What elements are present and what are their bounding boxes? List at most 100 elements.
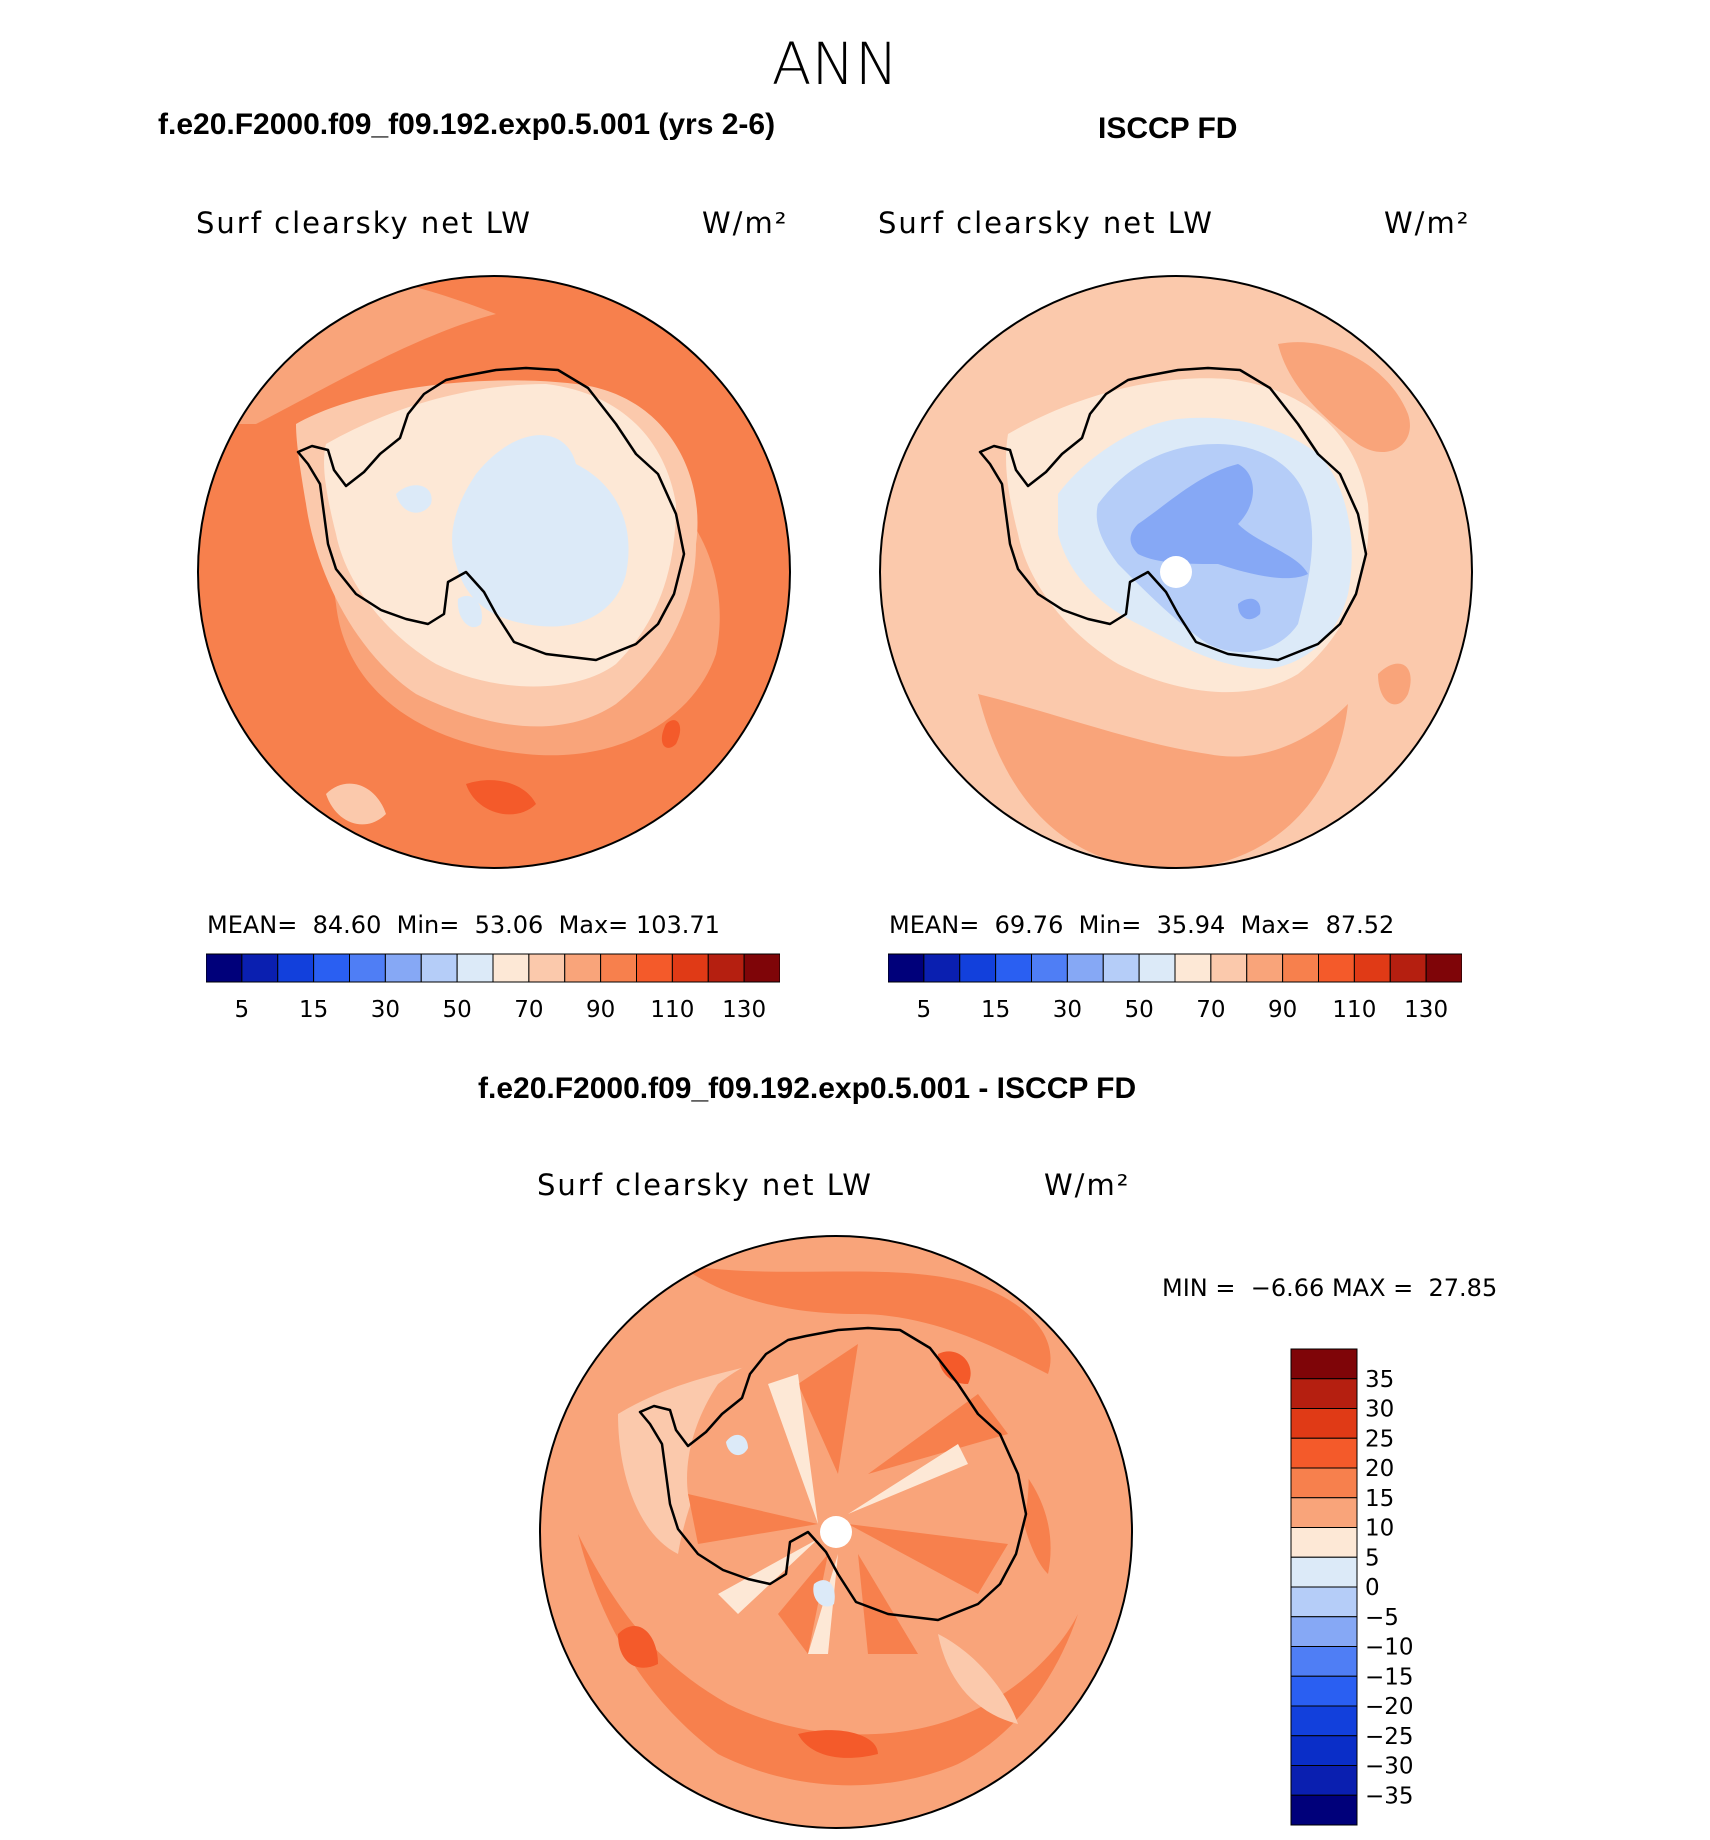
map-model xyxy=(197,275,791,869)
panel1-colorbar-swatch xyxy=(636,953,673,983)
panel3-min-value: −6.66 xyxy=(1250,1274,1325,1302)
panel1-colorbar-tick-label: 90 xyxy=(586,997,615,1023)
panel1-max-value: 103.71 xyxy=(635,911,720,939)
panel3-colorbar-tick-label: 20 xyxy=(1365,1456,1394,1482)
panel3-max-label: MAX = xyxy=(1331,1274,1414,1302)
panel2-min-label: Min= xyxy=(1078,911,1142,939)
panel2-colorbar-tick-label: 90 xyxy=(1268,997,1297,1023)
panel1-colorbar-swatch xyxy=(743,953,781,983)
panel3-colorbar-swatch xyxy=(1290,1437,1358,1469)
panel3-colorbar-swatch xyxy=(1290,1586,1358,1618)
panel3-colorbar-tick-label: 0 xyxy=(1365,1575,1380,1601)
panel3-colorbar-swatch xyxy=(1290,1378,1358,1409)
panel1-colorbar-tick-label: 5 xyxy=(235,997,250,1023)
panel1-colorbar-tick-label: 130 xyxy=(722,997,766,1023)
panel3-stats: MIN = −6.66 MAX = 27.85 xyxy=(1162,1274,1497,1302)
figure-season-title: ANN xyxy=(771,30,899,98)
map-diff-zone-20b xyxy=(688,1344,1008,1654)
panel1-max-label: Max= xyxy=(558,911,629,939)
panel3-colorbar-tick-label: −10 xyxy=(1365,1635,1414,1661)
panel1-units-label: W/m² xyxy=(702,206,789,240)
panel1-colorbar: 5 15 30 50 70 90 110 130 xyxy=(205,953,781,1027)
panel3-min-label: MIN = xyxy=(1162,1274,1236,1302)
panel3-colorbar-swatch xyxy=(1290,1348,1358,1380)
panel2-colorbar-tick-label: 50 xyxy=(1124,997,1153,1023)
panel2-colorbar-swatch xyxy=(1246,953,1284,983)
panel1-mean-value: 84.60 xyxy=(312,911,382,939)
panel2-colorbar-swatch xyxy=(1066,953,1104,983)
panel1-colorbar-swatch xyxy=(384,953,422,983)
panel2-min-value: 35.94 xyxy=(1156,911,1226,939)
panel2-colorbar-swatch xyxy=(1318,953,1355,983)
panel2-max-value: 87.52 xyxy=(1325,911,1395,939)
panel3-colorbar-swatch xyxy=(1290,1646,1358,1677)
panel2-colorbar-swatch xyxy=(995,953,1032,983)
panel2-colorbar-swatch xyxy=(1353,953,1391,983)
panel1-colorbar-tick-label: 15 xyxy=(299,997,328,1023)
map-diff-zone-20 xyxy=(578,1264,1078,1786)
panel1-colorbar-swatch xyxy=(600,953,637,983)
panel1-colorbar-swatch xyxy=(241,953,279,983)
panel3-colorbar-tick-label: 10 xyxy=(1365,1516,1394,1542)
panel1-colorbar-tick-label: 50 xyxy=(442,997,471,1023)
panel1-min-label: Min= xyxy=(396,911,460,939)
panel2-colorbar-swatch xyxy=(1102,953,1140,983)
panel2-colorbar: 5 15 30 50 70 90 110 130 xyxy=(887,953,1463,1027)
panel3-colorbar-tick-label: −15 xyxy=(1365,1664,1414,1690)
panel3-colorbar-tick-label: 35 xyxy=(1365,1367,1394,1393)
panel1-colorbar-tick-label: 110 xyxy=(650,997,694,1023)
panel3-colorbar-swatch xyxy=(1290,1616,1358,1647)
panel2-max-label: Max= xyxy=(1240,911,1311,939)
panel3-colorbar-swatch xyxy=(1290,1408,1358,1439)
panel3-colorbar-swatch xyxy=(1290,1527,1358,1558)
panel2-colorbar-swatch xyxy=(1031,953,1068,983)
panel3-colorbar-swatch xyxy=(1290,1765,1358,1796)
panel3-colorbar-tick-label: 15 xyxy=(1365,1486,1394,1512)
panel1-colorbar-swatch xyxy=(205,953,243,983)
panel3-colorbar-tick-label: −25 xyxy=(1365,1724,1414,1750)
panel1-colorbar-tick-label: 30 xyxy=(371,997,400,1023)
panel2-mean-value: 69.76 xyxy=(994,911,1064,939)
panel1-case-title: f.e20.F2000.f09_f09.192.exp0.5.001 (yrs … xyxy=(158,108,776,141)
map-diff-coastline xyxy=(638,1326,1028,1622)
panel1-colorbar-swatch xyxy=(671,953,709,983)
panel3-colorbar-swatch xyxy=(1290,1735,1358,1766)
panel2-colorbar-swatch xyxy=(1389,953,1427,983)
panel3-colorbar-tick-label: −35 xyxy=(1365,1783,1414,1809)
panel2-variable-label: Surf clearsky net LW xyxy=(878,206,1214,240)
panel2-colorbar-svg: 5 15 30 50 70 90 110 130 xyxy=(887,953,1463,1023)
panel3-colorbar: 35 30 25 20 15 10 5 0 −5 −10 −15 −20 −25 −30 −35 xyxy=(1290,1348,1430,1828)
panel3-max-value: 27.85 xyxy=(1428,1274,1498,1302)
map-obs-boundary xyxy=(879,275,1473,869)
panel2-stats: MEAN= 69.76 Min= 35.94 Max= 87.52 xyxy=(889,911,1394,939)
panel3-colorbar-swatch xyxy=(1290,1556,1358,1588)
map-diff-zone-10 xyxy=(618,1364,1018,1724)
panel3-colorbar-swatch xyxy=(1290,1794,1358,1826)
panel1-colorbar-swatch xyxy=(528,953,566,983)
panel3-colorbar-tick-label: −5 xyxy=(1365,1605,1399,1631)
panel2-colorbar-swatch xyxy=(1174,953,1212,983)
panel1-colorbar-swatch xyxy=(492,953,530,983)
panel1-colorbar-swatch xyxy=(707,953,745,983)
panel2-colorbar-swatch xyxy=(887,953,925,983)
panel3-units-label: W/m² xyxy=(1044,1168,1131,1202)
panel2-case-title: ISCCP FD xyxy=(1098,112,1238,145)
panel2-colorbar-tick-label: 70 xyxy=(1196,997,1225,1023)
panel1-variable-label: Surf clearsky net LW xyxy=(196,206,532,240)
map-obs-coastline xyxy=(978,366,1368,662)
panel3-colorbar-swatch xyxy=(1290,1497,1358,1528)
panel2-colorbar-swatch xyxy=(1282,953,1319,983)
panel3-colorbar-swatch xyxy=(1290,1675,1358,1707)
map-obs xyxy=(879,275,1473,869)
panel2-colorbar-swatch xyxy=(923,953,961,983)
map-diff-pole-hole xyxy=(820,1516,852,1548)
map-model-boundary xyxy=(197,275,791,869)
panel3-colorbar-swatch xyxy=(1290,1467,1358,1499)
panel3-colorbar-tick-label: 5 xyxy=(1365,1545,1380,1571)
panel1-mean-label: MEAN= xyxy=(207,911,298,939)
panel1-colorbar-swatch xyxy=(564,953,602,983)
panel1-colorbar-swatch xyxy=(349,953,386,983)
panel1-min-value: 53.06 xyxy=(474,911,544,939)
panel2-colorbar-tick-label: 110 xyxy=(1332,997,1376,1023)
panel3-colorbar-tick-label: 30 xyxy=(1365,1397,1394,1423)
